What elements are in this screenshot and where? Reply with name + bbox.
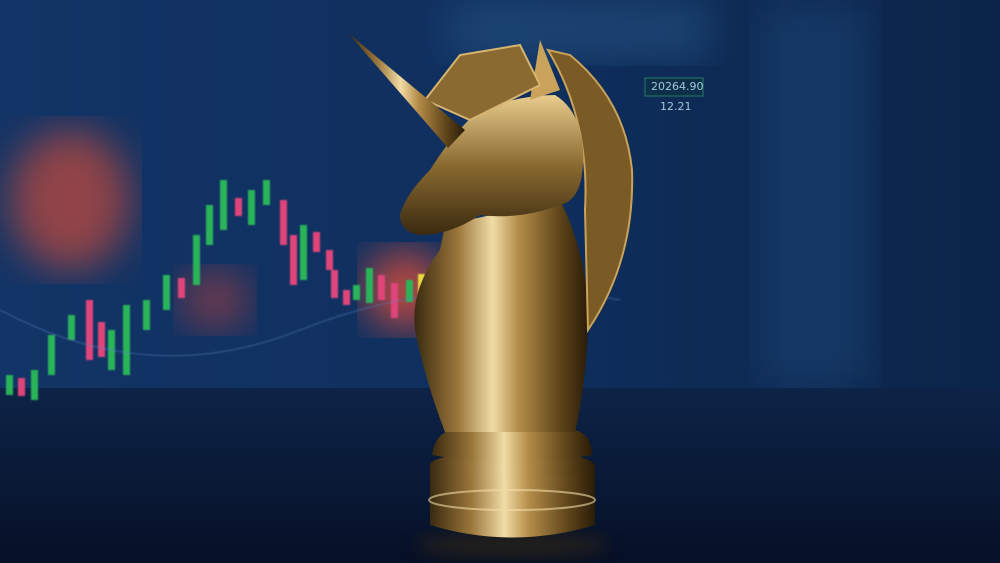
candle (18, 378, 25, 396)
candle (300, 225, 307, 280)
candle (263, 180, 270, 205)
candle (68, 315, 75, 340)
candle (353, 285, 360, 300)
unicorn-knight (348, 33, 634, 538)
blurred-panel (760, 0, 870, 390)
price-label: 12.21 (660, 100, 692, 113)
candle (48, 335, 55, 375)
red-glow (180, 270, 250, 330)
candlestick-chart (0, 180, 621, 400)
price-box (644, 77, 704, 97)
candle (31, 370, 38, 400)
head (400, 95, 584, 235)
candle (220, 180, 227, 230)
candle (206, 205, 213, 245)
collar (432, 430, 592, 463)
candle (193, 235, 200, 285)
neck (414, 200, 589, 432)
candle (406, 280, 413, 302)
reflection (417, 531, 607, 559)
candle (86, 300, 93, 360)
candle (366, 268, 373, 303)
piece-base (430, 465, 595, 538)
candle (331, 270, 338, 298)
price-label: 20264.90 (651, 80, 704, 93)
red-glow (10, 130, 130, 270)
candle (391, 283, 398, 318)
candle (235, 198, 242, 216)
candle (123, 305, 130, 375)
candle (248, 190, 255, 225)
forelock (423, 43, 542, 122)
base-ring (428, 489, 596, 511)
candle (326, 250, 333, 270)
horn (348, 33, 465, 148)
candle (98, 322, 105, 357)
candle (178, 278, 185, 298)
candle (313, 232, 320, 252)
candle (290, 235, 297, 285)
candle (143, 300, 150, 330)
candle (6, 375, 13, 395)
candle (378, 275, 385, 300)
candle (280, 200, 287, 245)
candle (163, 275, 170, 310)
candle (343, 290, 350, 305)
